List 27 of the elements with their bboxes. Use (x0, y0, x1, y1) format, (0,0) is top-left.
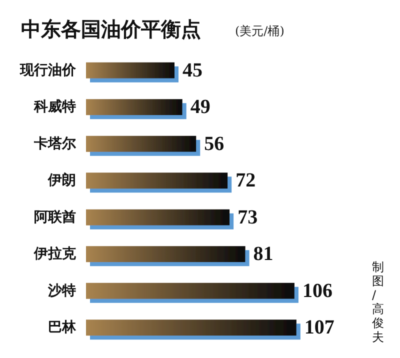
bar (86, 136, 196, 152)
data-label: 81 (253, 243, 274, 266)
data-label: 49 (190, 96, 210, 118)
y-tick-label: 伊拉克 (33, 246, 77, 262)
data-label: 106 (302, 280, 332, 302)
bar (86, 246, 246, 262)
bar (86, 62, 174, 78)
data-label: 73 (238, 206, 258, 228)
data-label: 107 (304, 316, 334, 339)
y-tick-label: 伊朗 (47, 172, 76, 189)
y-tick-label: 巴林 (48, 320, 77, 336)
y-tick-label: 阿联酋 (34, 209, 76, 226)
data-label: 45 (182, 59, 202, 82)
bar (86, 209, 230, 226)
data-label: 56 (204, 132, 224, 155)
y-tick-label: 现行油价 (19, 62, 77, 78)
bar (86, 320, 296, 336)
bar (86, 99, 182, 116)
y-tick-label: 卡塔尔 (33, 136, 77, 152)
bar (86, 282, 294, 299)
chart-subtitle: (美元/桶) (235, 24, 284, 38)
y-tick-label: 科威特 (33, 99, 76, 116)
text: 制图/高俊夫 (371, 260, 384, 344)
y-tick-label: 沙特 (47, 282, 76, 299)
chart-title: 中东各国油价平衡点 (21, 17, 201, 41)
bar (86, 172, 228, 189)
data-label: 72 (236, 170, 256, 192)
